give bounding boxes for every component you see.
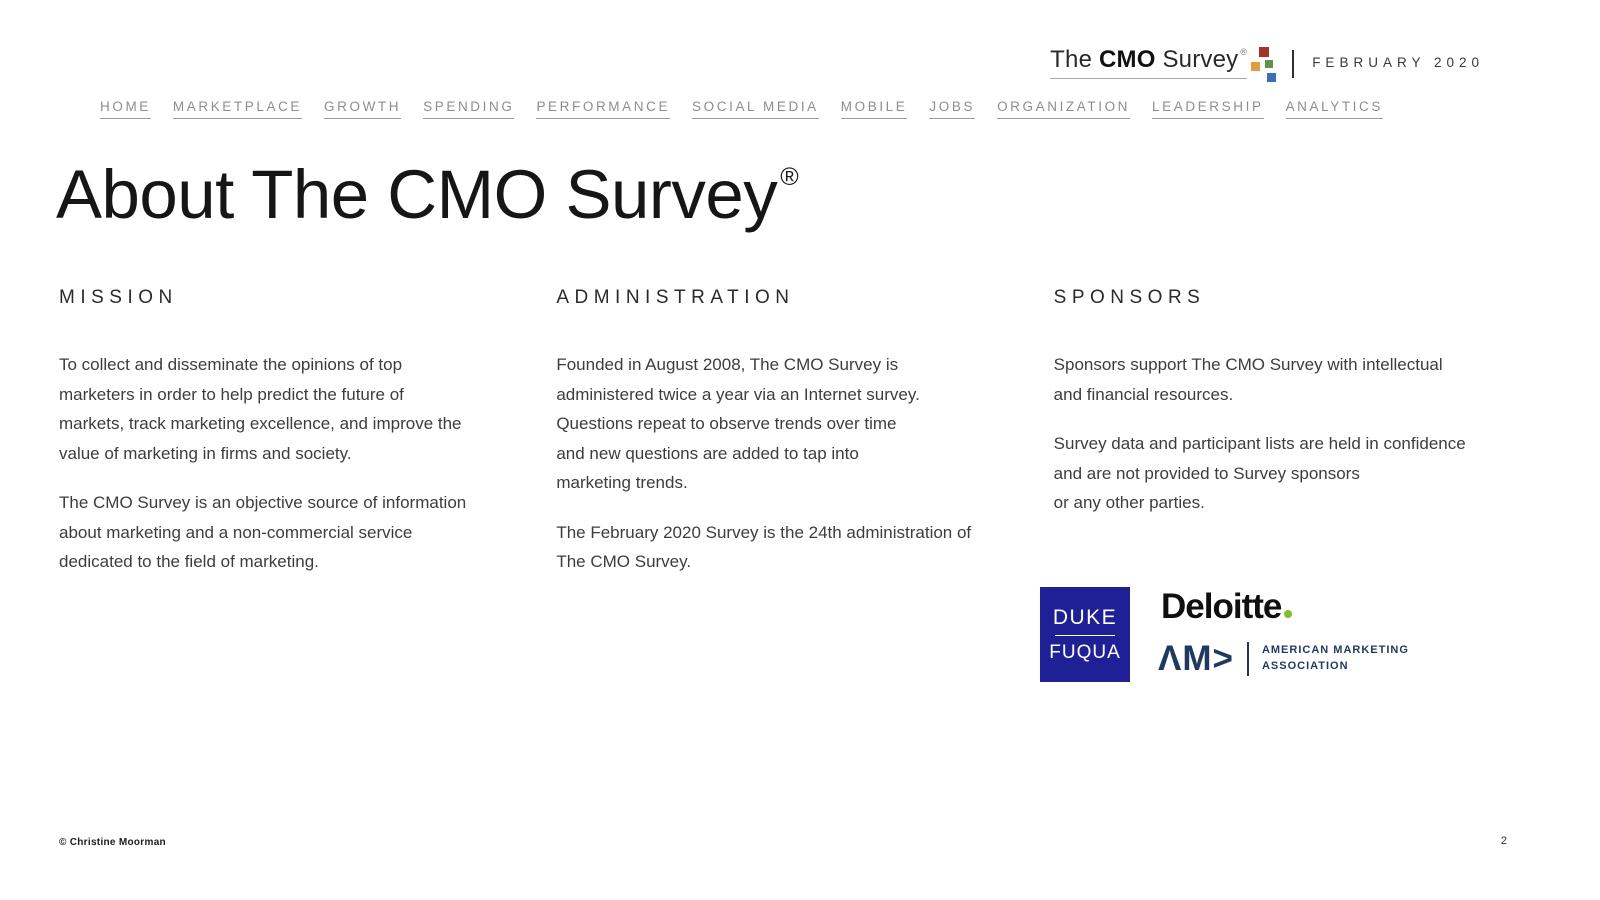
administration-paragraph-2: The February 2020 Survey is the 24th adm… [556, 522, 972, 572]
ama-separator [1246, 641, 1249, 676]
brand-header: The CMO Survey ® FEBRUARY 2020 [1050, 46, 1484, 86]
sponsors-heading: SPONSORS [1053, 287, 1206, 308]
title-registered-mark-icon: ® [780, 163, 799, 191]
nav-link-performance[interactable]: PERFORMANCE [536, 99, 671, 119]
logo-square-orange-icon [1251, 62, 1261, 71]
mission-paragraph-1: To collect and disseminate the opinions … [59, 355, 462, 463]
top-navigation: HOME MARKETPLACE GROWTH SPENDING PERFORM… [100, 99, 1383, 119]
sponsor-logos: DUKE FUQUA Deloitte ΛM> AMERICAN MARKETI… [1040, 587, 1409, 682]
mission-column: MISSION To collect and disseminate the o… [59, 287, 526, 597]
nav-link-organization[interactable]: ORGANIZATION [997, 99, 1131, 119]
sponsors-paragraph-1: Sponsors support The CMO Survey with int… [1053, 355, 1443, 404]
ama-logo: ΛM> AMERICAN MARKETING ASSOCIATION [1158, 641, 1409, 676]
nav-link-social-media[interactable]: SOCIAL MEDIA [692, 99, 819, 119]
nav-link-growth[interactable]: GROWTH [324, 99, 402, 119]
logo-survey: Survey [1155, 46, 1239, 73]
administration-heading: ADMINISTRATION [556, 287, 795, 308]
logo-squares-icon [1250, 46, 1278, 86]
brand-separator [1292, 50, 1295, 78]
nav-link-spending[interactable]: SPENDING [423, 99, 515, 119]
cmo-survey-logo: The CMO Survey ® [1050, 46, 1248, 79]
ama-name-line-2: ASSOCIATION [1261, 659, 1349, 672]
copyright-notice: © Christine Moorman [59, 837, 166, 848]
nav-link-jobs[interactable]: JOBS [929, 99, 976, 119]
nav-link-home[interactable]: HOME [100, 99, 151, 119]
nav-link-analytics[interactable]: ANALYTICS [1285, 99, 1383, 119]
deloitte-wordmark: Deloitte [1161, 587, 1282, 626]
ama-name-line-1: AMERICAN MARKETING [1261, 644, 1409, 657]
logo-the: The [1050, 46, 1099, 73]
ama-name: AMERICAN MARKETING ASSOCIATION [1262, 643, 1409, 674]
mission-paragraph-2: The CMO Survey is an objective source of… [59, 493, 467, 571]
logo-square-red-icon [1259, 47, 1270, 57]
duke-fuqua-logo: DUKE FUQUA [1040, 587, 1130, 682]
page-number: 2 [1500, 835, 1507, 847]
page-title-text: About The CMO Survey [56, 156, 778, 233]
logo-cmo: CMO [1098, 46, 1156, 73]
logo-square-blue-icon [1267, 73, 1277, 82]
mission-heading: MISSION [59, 287, 178, 308]
logo-square-green-icon [1265, 60, 1274, 68]
nav-link-leadership[interactable]: LEADERSHIP [1152, 99, 1264, 119]
duke-logo-text: DUKE [1052, 605, 1118, 629]
fuqua-logo-text: FUQUA [1049, 641, 1121, 663]
ama-mark-icon: ΛM> [1158, 639, 1234, 678]
sponsors-paragraph-2: Survey data and participant lists are he… [1053, 434, 1466, 512]
nav-link-mobile[interactable]: MOBILE [840, 99, 908, 119]
deloitte-green-dot-icon [1284, 610, 1293, 618]
nav-link-marketplace[interactable]: MARKETPLACE [172, 99, 303, 119]
deloitte-logo: Deloitte [1161, 589, 1409, 624]
administration-column: ADMINISTRATION Founded in August 2008, T… [556, 287, 1023, 597]
sponsors-column: SPONSORS Sponsors support The CMO Survey… [1054, 287, 1521, 597]
registered-mark-icon: ® [1240, 47, 1248, 57]
content-columns: MISSION To collect and disseminate the o… [59, 287, 1521, 597]
administration-paragraph-1: Founded in August 2008, The CMO Survey i… [556, 355, 920, 492]
duke-logo-rule [1055, 634, 1115, 636]
page-title: About The CMO Survey ® [56, 155, 799, 234]
survey-date: FEBRUARY 2020 [1312, 55, 1484, 70]
logo-stack: Deloitte ΛM> AMERICAN MARKETING ASSOCIAT… [1158, 587, 1409, 676]
